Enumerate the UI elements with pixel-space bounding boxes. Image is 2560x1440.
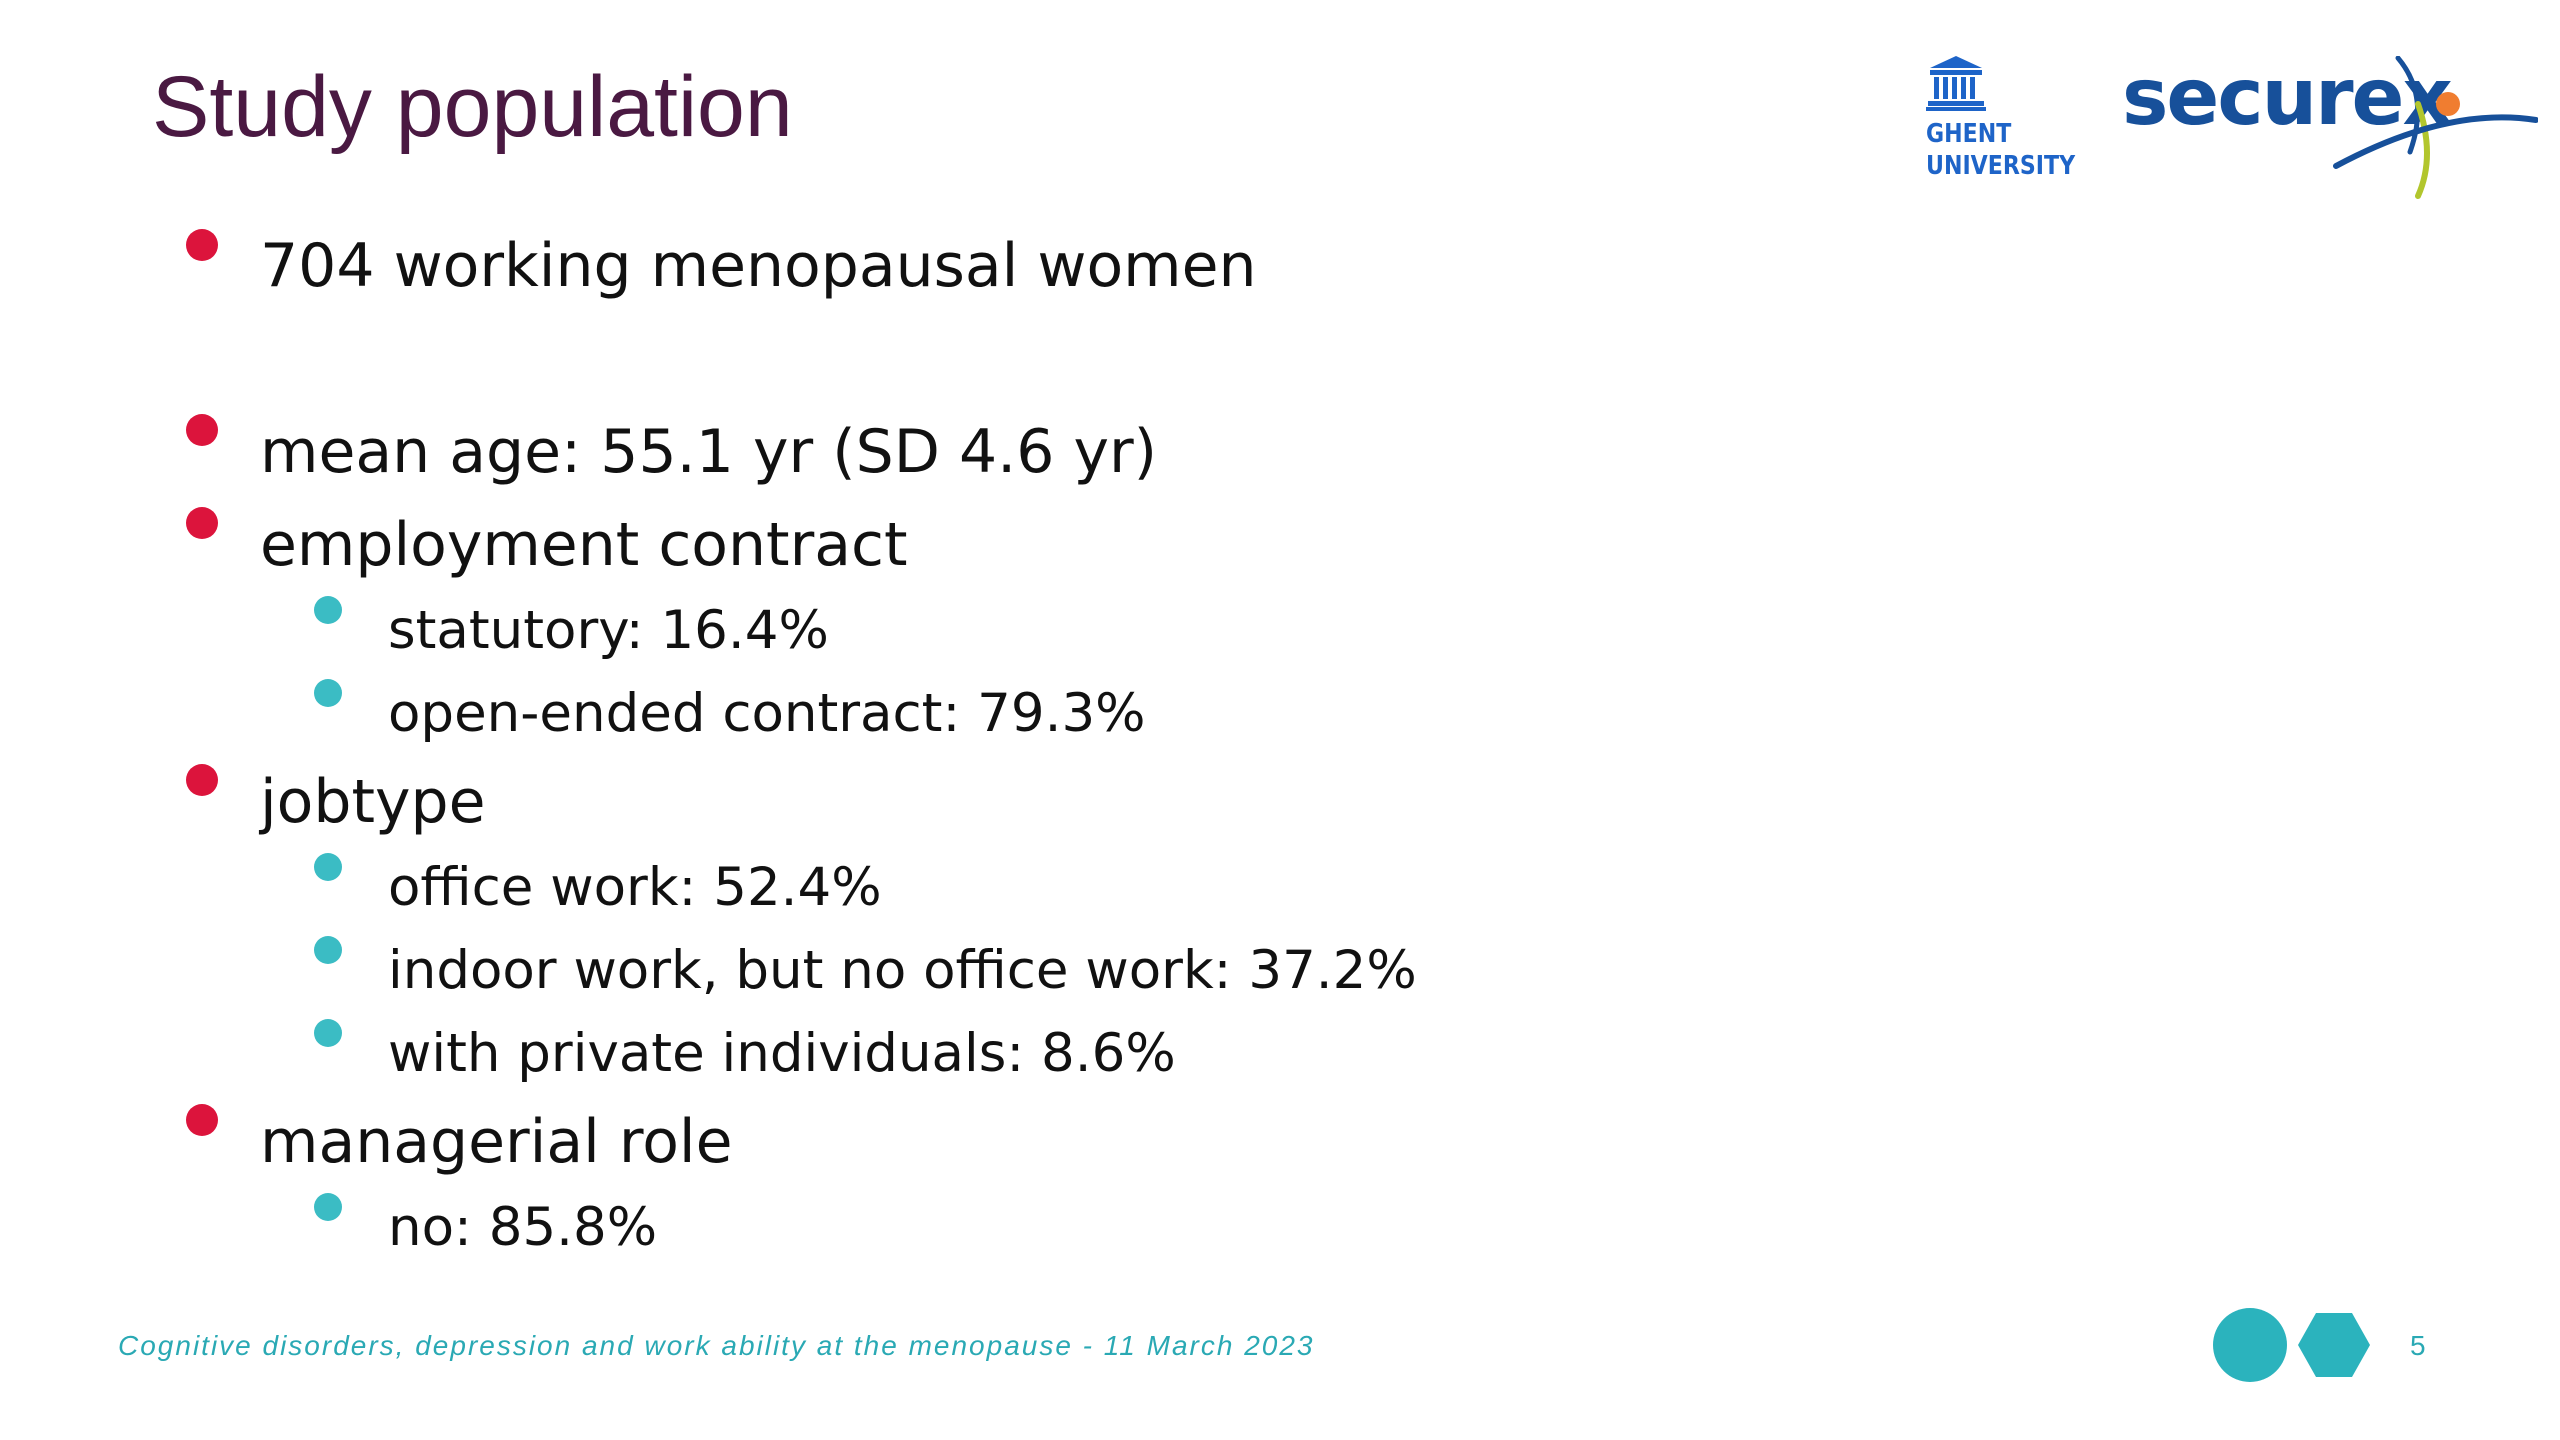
sub-bullet-dot xyxy=(314,936,342,964)
slide-title: Study population xyxy=(152,59,793,155)
sub-bullet-dot xyxy=(314,596,342,624)
list-item: employment contract xyxy=(260,510,908,580)
sub-list-item: with private individuals: 8.6% xyxy=(388,1023,1176,1084)
sub-list-item: office work: 52.4% xyxy=(388,857,882,918)
sub-list-item: statutory: 16.4% xyxy=(388,600,829,661)
list-item: managerial role xyxy=(260,1107,733,1177)
ghent-university-logo: GHENT UNIVERSITY xyxy=(1926,54,2096,184)
bullet-dot xyxy=(186,414,218,446)
securex-wordmark: securex xyxy=(2122,53,2453,143)
bullet-dot xyxy=(186,1104,218,1136)
list-item: 704 working menopausal women xyxy=(260,231,1257,301)
sub-list-item: open-ended contract: 79.3% xyxy=(388,683,1146,744)
ugent-building-icon xyxy=(1926,56,1986,111)
sub-bullet-dot xyxy=(314,1193,342,1221)
sub-bullet-dot xyxy=(314,1019,342,1047)
sub-bullet-dot xyxy=(314,853,342,881)
sub-list-item: indoor work, but no office work: 37.2% xyxy=(388,940,1417,1001)
bullet-dot xyxy=(186,507,218,539)
page-number: 5 xyxy=(2410,1330,2426,1361)
sub-bullet-dot xyxy=(314,679,342,707)
circle-hexagon-decoration-icon xyxy=(2213,1308,2370,1382)
ugent-wordmark: GHENT UNIVERSITY xyxy=(1926,118,2075,182)
bullet-dot xyxy=(186,229,218,261)
securex-swoosh-icon xyxy=(2333,56,2538,199)
sub-list-item: no: 85.8% xyxy=(388,1197,658,1258)
securex-logo: securex xyxy=(2118,53,2538,206)
ugent-line-1: GHENT xyxy=(1926,119,2012,149)
list-item: mean age: 55.1 yr (SD 4.6 yr) xyxy=(260,417,1158,487)
footer-caption: Cognitive disorders, depression and work… xyxy=(118,1330,1315,1361)
list-item: jobtype xyxy=(260,767,486,837)
ugent-line-2: UNIVERSITY xyxy=(1926,151,2076,181)
bullet-dot xyxy=(186,764,218,796)
